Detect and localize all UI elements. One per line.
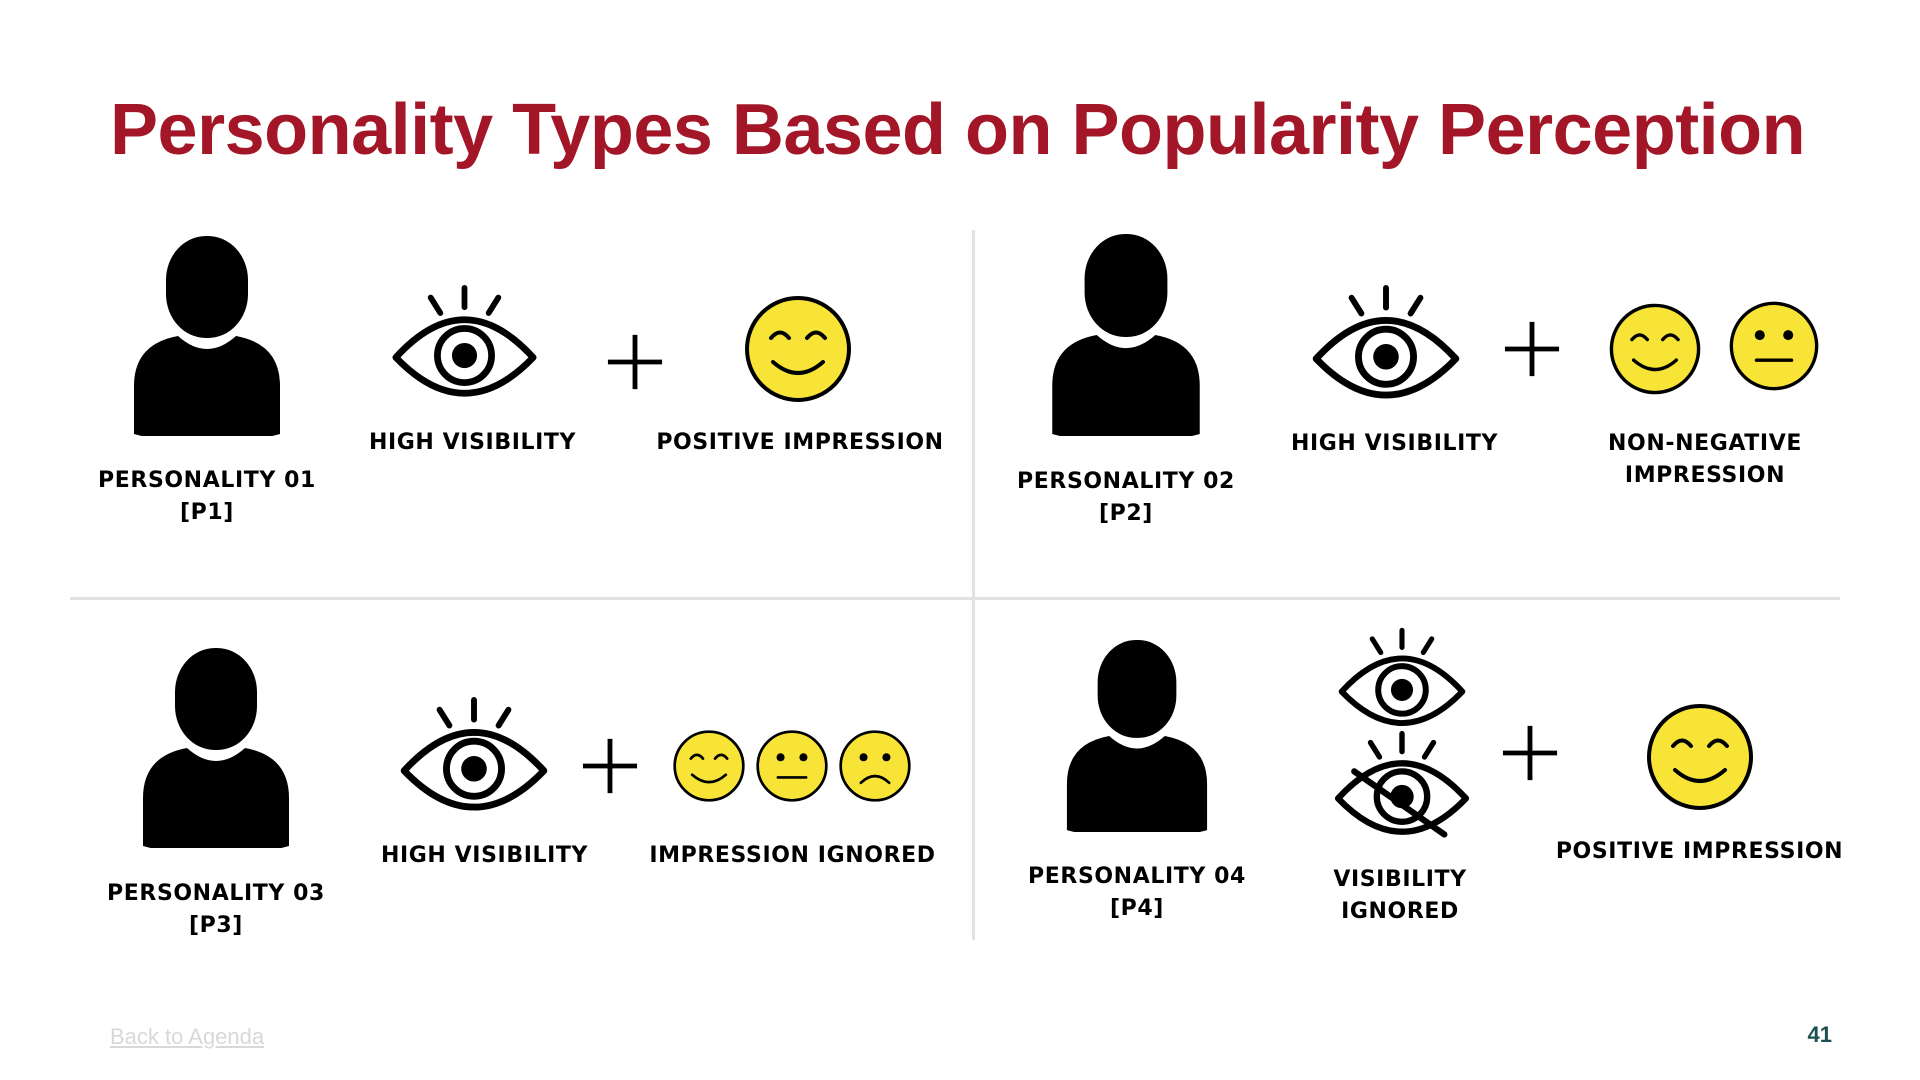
smiley-happy-icon — [743, 294, 853, 404]
personality-label: PERSONALITY 01 [P1] — [82, 465, 332, 529]
personality-name: PERSONALITY 02 — [1017, 469, 1235, 494]
plus-icon — [606, 333, 664, 391]
personality-label: PERSONALITY 04 [P4] — [1012, 861, 1262, 925]
personality-code: [P1] — [180, 500, 234, 525]
eye-icon — [1312, 284, 1460, 402]
slide-title: Personality Types Based on Popularity Pe… — [110, 90, 1806, 170]
visibility-label: HIGH VISIBILITY — [1290, 431, 1499, 456]
person-icon — [1050, 234, 1202, 436]
back-to-agenda-link[interactable]: Back to Agenda — [110, 1024, 265, 1049]
impression-label: IMPRESSION IGNORED — [649, 843, 936, 868]
plus-icon — [581, 737, 639, 795]
smiley-happy-icon — [672, 729, 746, 803]
person-icon — [132, 236, 282, 436]
impression-label-line2: IMPRESSION — [1624, 463, 1786, 488]
personality-code: [P3] — [189, 913, 243, 938]
smiley-sad-icon — [838, 729, 912, 803]
personality-name: PERSONALITY 01 — [98, 468, 316, 493]
plus-icon — [1501, 724, 1559, 782]
eye-crossed-icon — [1334, 730, 1470, 838]
personality-name: PERSONALITY 04 — [1028, 864, 1246, 889]
personality-code: [P4] — [1110, 896, 1164, 921]
impression-label-line1: NON-NEGATIVE — [1608, 431, 1802, 456]
smiley-happy-icon — [1645, 702, 1755, 812]
visibility-label: HIGH VISIBILITY — [380, 843, 589, 868]
impression-label: NON-NEGATIVE IMPRESSION — [1580, 428, 1830, 492]
eye-icon — [392, 284, 537, 400]
personality-label: PERSONALITY 02 [P2] — [1000, 466, 1252, 530]
person-icon — [1064, 640, 1210, 832]
smiley-happy-icon — [1608, 302, 1702, 396]
eye-icon — [1338, 627, 1466, 729]
visibility-label: VISIBILITY IGNORED — [1305, 864, 1495, 928]
eye-icon — [400, 696, 548, 814]
impression-label: POSITIVE IMPRESSION — [656, 430, 944, 455]
person-icon — [140, 648, 292, 848]
plus-icon — [1503, 320, 1561, 378]
visibility-label: HIGH VISIBILITY — [368, 430, 577, 455]
visibility-label-line1: VISIBILITY — [1333, 867, 1467, 892]
visibility-label-line2: IGNORED — [1341, 899, 1459, 924]
vertical-divider — [972, 230, 975, 940]
personality-label: PERSONALITY 03 [P3] — [90, 878, 342, 942]
smiley-neutral-icon — [755, 729, 829, 803]
personality-code: [P2] — [1099, 501, 1153, 526]
page-number: 41 — [1807, 1022, 1832, 1047]
impression-label: POSITIVE IMPRESSION — [1555, 839, 1844, 864]
personality-name: PERSONALITY 03 — [107, 881, 325, 906]
smiley-neutral-icon — [1728, 300, 1820, 392]
horizontal-divider — [70, 597, 1840, 600]
